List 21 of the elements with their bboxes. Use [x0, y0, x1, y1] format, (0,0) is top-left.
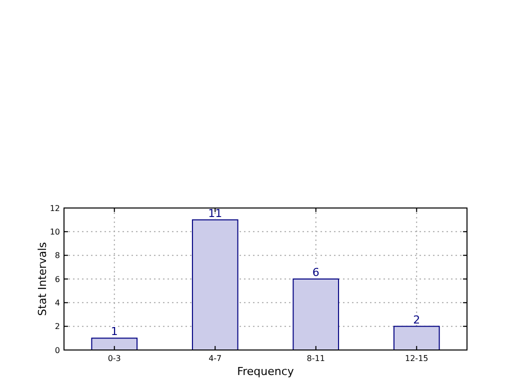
y-tick-label: 10 [50, 227, 60, 236]
x-tick-label: 4-7 [208, 354, 222, 363]
data-label: 6 [312, 266, 320, 279]
y-tick-label: 12 [50, 204, 60, 213]
bar [91, 338, 138, 350]
x-tick-label: 8-11 [306, 354, 325, 363]
bar [292, 278, 340, 350]
y-tick-label: 8 [54, 251, 60, 260]
x-tick-label: 0-3 [108, 354, 121, 363]
data-label: 1 [110, 325, 118, 338]
data-label: 2 [413, 313, 420, 326]
y-tick-label: 0 [54, 346, 60, 355]
bar [192, 219, 238, 350]
data-label: 11 [208, 206, 222, 220]
y-tick-label: 6 [54, 274, 60, 284]
x-axis-title: Frequency [237, 365, 294, 378]
y-tick-label: 4 [54, 298, 60, 308]
y-axis-title: Stat Intervals [36, 242, 49, 316]
bar [393, 326, 440, 350]
y-tick-label: 2 [54, 322, 60, 332]
x-tick-label: 12-15 [405, 354, 428, 363]
